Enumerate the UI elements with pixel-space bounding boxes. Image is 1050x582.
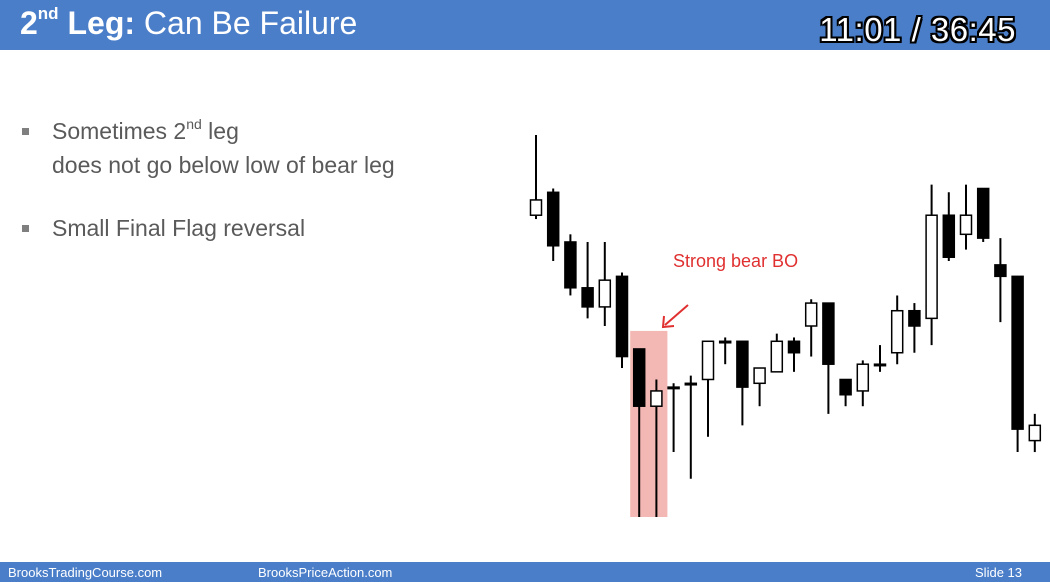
bull-candle [753,367,766,407]
candle-body [581,287,594,308]
slide-footer: BrooksTradingCourse.com BrooksPriceActio… [0,562,1050,582]
candle-body [856,363,870,392]
bull-candle [667,383,680,453]
candle-body [684,382,698,386]
bull-candle [650,379,663,517]
bear-candle [1011,275,1024,453]
bullet-1-line2: does not go below low of bear leg [52,152,395,178]
candle-body [770,340,784,373]
candle-body [890,309,904,354]
bull-candle [804,299,818,357]
candle-body [718,340,732,344]
candle-body [701,340,715,381]
title-rest: Can Be Failure [135,5,358,41]
candle-body [667,386,680,390]
bear-candle [736,340,749,426]
bullet-square-icon [22,128,29,135]
bullet-1-text: Sometimes 2nd leg does not go below low … [52,114,395,182]
bull-candle [873,345,887,372]
bear-candle [908,303,921,353]
bullet-1-line1-pre: Sometimes 2 [52,118,187,144]
candle-body [1028,424,1042,442]
title-superscript: nd [37,4,59,23]
candle-body [908,309,921,327]
bull-candle [718,337,732,365]
bear-candle [564,234,577,296]
bear-candle [787,337,801,372]
bull-candle [529,135,543,220]
bear-candle [632,348,646,517]
bull-candle [890,295,904,365]
footer-left-link[interactable]: BrooksTradingCourse.com [8,565,163,580]
candle-body [959,214,973,236]
bull-candle [925,184,938,346]
candle-body [1011,275,1024,430]
candle-body [546,191,560,247]
candle-body [650,390,663,407]
strong-bear-bo-annotation: Strong bear BO [673,251,798,271]
bull-candle [856,360,870,407]
candle-body [615,275,629,358]
slide-title: 2nd Leg: Can Be Failure [20,3,357,43]
candle-body [925,214,938,320]
bull-candle [701,340,715,437]
slide-header: 2nd Leg: Can Be Failure 11:01 / 36:45 [0,0,1050,50]
candle-body [632,348,646,407]
bullet-1-line1-post: leg [201,118,239,144]
candle-body [839,378,852,396]
bull-candle [770,333,784,373]
bull-candle [1028,413,1042,453]
candle-body [598,279,612,308]
candle-body [822,302,835,365]
footer-center-link[interactable]: BrooksPriceAction.com [258,565,393,580]
annotation-arrow-icon [661,304,689,329]
bear-candle [976,187,990,242]
slide-number: Slide 13 [975,565,1022,580]
bull-candle [959,184,973,250]
title-leg: Leg: [58,5,136,41]
candle-body [804,302,818,327]
candle-body [736,340,749,388]
bear-candle [822,302,835,414]
bear-candle [546,188,560,262]
candle-body [753,367,766,385]
bear-candle [994,238,1007,323]
bullet-2-text: Small Final Flag reversal [52,215,306,241]
bull-candle [598,241,612,326]
candle-body [873,363,887,367]
candle-body [942,214,956,258]
bear-candle [839,378,852,407]
bullet-square-icon [22,225,29,232]
bear-candle [942,192,956,262]
video-timer: 11:01 / 36:45 [819,11,1016,48]
candle-body [994,264,1007,278]
candle-body [564,241,577,289]
title-number: 2 [20,5,38,41]
bullet-1-sup: nd [186,116,202,132]
candle-body [976,187,990,239]
candlestick-chart: Strong bear BO [529,135,1042,517]
bull-candle [684,375,698,479]
bear-candle [581,241,594,319]
bear-candle [615,272,629,369]
candle-body [787,340,801,354]
candle-body [529,199,543,216]
